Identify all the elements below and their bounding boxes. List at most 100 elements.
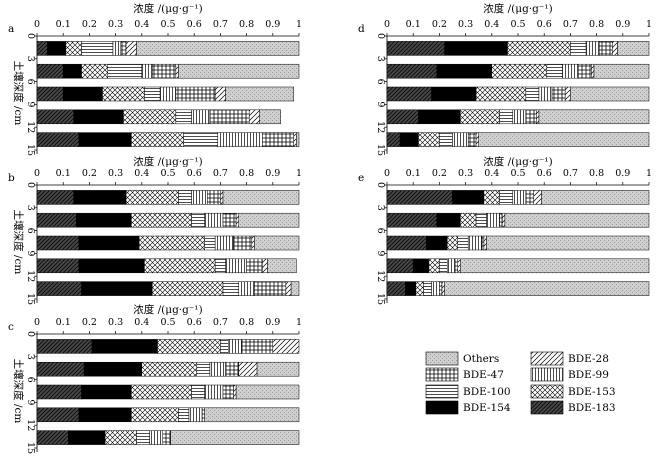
bar-segment-bde-47 [467, 132, 477, 147]
bar-row-9-12 [386, 258, 650, 274]
bar-segment-bde-28 [125, 41, 137, 56]
bar-segment-bde-183 [386, 281, 406, 296]
bar-segment-bde-183 [386, 190, 453, 205]
bar-segment-others [178, 63, 300, 79]
bar-segment-bde-99 [214, 235, 234, 251]
bar-segment-bde-47 [551, 86, 566, 102]
bar-row-6-9 [36, 86, 295, 102]
x-tick-label: 0.6 [187, 317, 202, 328]
bar-segment-bde-47 [222, 212, 237, 228]
bar-segment-bde-28 [536, 109, 540, 125]
y-tick-label: 12 [25, 270, 36, 282]
bar-segment-bde-99 [585, 41, 600, 56]
y-tick-label: 6 [25, 79, 36, 85]
bar-segment-bde-47 [201, 407, 205, 423]
bar-segment-bde-100 [220, 339, 229, 354]
bar-segment-bde-100 [546, 63, 563, 79]
bar-segment-others [235, 384, 300, 400]
x-tick-label: 0.4 [484, 168, 499, 179]
bar-segment-bde-183 [36, 190, 74, 205]
bar-segment-bde-28 [214, 86, 226, 102]
bar-segment-others [225, 86, 295, 102]
x-tick-label: 0 [34, 19, 40, 30]
y-axis-label: 土壤深度 /cm [12, 359, 25, 424]
bar-row-0-3 [36, 339, 300, 354]
panel-d: 浓度 /(μg·g⁻¹) 0 0.1 0.2 0.3 0.4 0.5 0.6 0.7 0.8 0.9… [358, 2, 652, 156]
bar-segment-bde-183 [386, 132, 401, 147]
bar-segment-bde-28 [285, 281, 292, 296]
x-tick-label: 0.1 [406, 168, 421, 179]
bar-segment-bde-100 [423, 281, 432, 296]
x-tick-label: 0.5 [510, 19, 525, 30]
x-tick-label: 0.2 [82, 19, 97, 30]
bar-segment-bde-47 [222, 384, 234, 400]
y-tick-label: 0 [25, 33, 36, 39]
x-tick-label: 0.6 [537, 19, 552, 30]
bar-segment-bde-99 [431, 281, 440, 296]
bar-segment-bde-100 [175, 109, 192, 125]
y-tick-label: 15 [375, 144, 386, 156]
bar-segment-others [478, 132, 650, 147]
y-tick-label: 9 [25, 250, 36, 256]
bar-segment-others [541, 190, 650, 205]
bar-segment-bde-154 [452, 190, 485, 205]
bar-segment-bde-154 [78, 132, 132, 147]
x-tick-label: 0.7 [563, 19, 578, 30]
bar-segment-bde-153 [447, 235, 458, 251]
bar-row-3-6 [36, 63, 300, 79]
bar-segment-bde-153 [428, 258, 440, 274]
bar-segment-others [222, 190, 300, 205]
x-tick-label: 0.5 [510, 168, 525, 179]
bar-segment-bde-100 [475, 212, 487, 228]
bar-segment-bde-28 [233, 384, 237, 400]
bar-segment-bde-154 [436, 212, 461, 228]
bar-segment-others [290, 281, 300, 296]
bar-segment-bde-100 [214, 258, 226, 274]
bar-segment-bde-100 [191, 212, 205, 228]
bar-row-12-15 [386, 281, 650, 296]
bar-row-3-6 [386, 63, 650, 79]
bar-segment-bde-183 [36, 63, 64, 79]
x-tick-label: 0.1 [56, 168, 71, 179]
bar-segment-bde-153 [141, 361, 198, 377]
legend-swatch-bde28 [530, 351, 564, 366]
bar-segment-bde-100 [191, 384, 205, 400]
x-tick-label: 0.2 [82, 168, 97, 179]
bar-segment-bde-183 [36, 258, 80, 274]
bar-row-0-3 [386, 41, 650, 56]
y-tick-label: 9 [25, 399, 36, 405]
bar-segment-others [259, 109, 281, 125]
bar-segment-bde-100 [499, 190, 514, 205]
bar-segment-others [538, 109, 650, 125]
bar-segment-bde-28 [238, 361, 258, 377]
bar-segment-bde-153 [131, 407, 179, 423]
bar-segment-bde-154 [426, 235, 448, 251]
bar-segment-bde-183 [36, 235, 80, 251]
bar-segment-bde-99 [225, 258, 247, 274]
y-tick-label: 0 [25, 182, 36, 188]
x-tick-label: 0.7 [213, 168, 228, 179]
x-tick-label: 0 [384, 19, 390, 30]
legend: Others BDE-28 BDE-47 BDE-99 BDE-100 BDE-… [425, 351, 616, 415]
bar-segment-others [570, 86, 650, 102]
x-tick-label: 0.9 [265, 168, 280, 179]
bar-segment-bde-100 [525, 86, 540, 102]
y-tick-label: 3 [375, 205, 386, 211]
y-tick-label: 12 [375, 270, 386, 282]
bar-segment-bde-153 [475, 86, 527, 102]
bar-row-6-9 [36, 384, 300, 400]
x-tick-label: 0.9 [265, 317, 280, 328]
x-tick-label: 0.2 [432, 19, 447, 30]
bar-row-12-15 [386, 132, 650, 147]
x-tick-label: 1 [646, 19, 652, 30]
y-tick-label: 6 [25, 377, 36, 383]
x-tick-label: 0.9 [615, 168, 630, 179]
panel-title: 浓度 /(μg·g⁻¹) [483, 2, 552, 15]
bar-segment-bde-99 [486, 212, 500, 228]
bar-segment-bde-99 [512, 190, 527, 205]
bar-segment-bde-28 [475, 132, 479, 147]
panel-e: 浓度 /(μg·g⁻¹) 0 0.1 0.2 0.3 0.4 0.5 0.6 0.7 0.8 0.9… [358, 155, 652, 305]
x-tick-label: 0.8 [589, 19, 604, 30]
bar-segment-bde-154 [81, 384, 132, 400]
